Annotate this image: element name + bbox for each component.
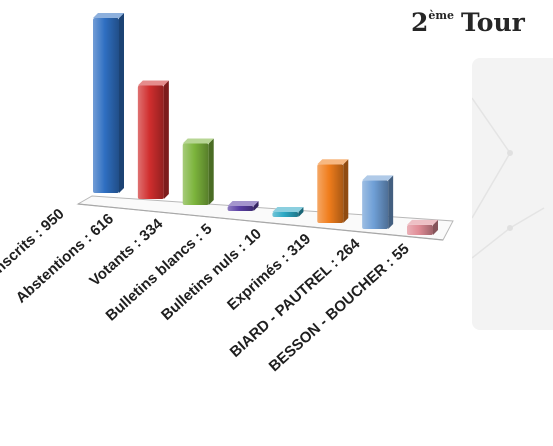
bar-5 bbox=[272, 207, 304, 217]
category-label: Abstentions : 616 bbox=[13, 210, 117, 306]
bar-front bbox=[317, 164, 344, 223]
bar-side bbox=[163, 80, 169, 199]
bar-front bbox=[182, 143, 209, 205]
bar-front bbox=[362, 180, 389, 229]
bar-side bbox=[208, 138, 214, 205]
bar-side bbox=[343, 159, 349, 223]
round-word: Tour bbox=[461, 8, 525, 37]
category-label: Bulletins nuls : 10 bbox=[158, 225, 265, 324]
bar-front bbox=[137, 85, 164, 199]
bar-3 bbox=[182, 138, 214, 205]
bar-6 bbox=[317, 159, 349, 223]
bar-top bbox=[362, 175, 394, 181]
bar-front bbox=[272, 212, 299, 217]
bar-top bbox=[93, 13, 124, 18]
bar-side bbox=[433, 219, 438, 235]
bar-top bbox=[137, 80, 169, 86]
bar-front bbox=[407, 224, 433, 235]
bar-4 bbox=[227, 201, 259, 211]
bar-side bbox=[298, 207, 304, 217]
decorative-panel bbox=[471, 58, 553, 330]
bar-top bbox=[407, 219, 438, 225]
bar-side bbox=[119, 13, 124, 193]
bar-2 bbox=[137, 80, 169, 199]
bar-top bbox=[227, 201, 259, 206]
network-pattern-icon bbox=[471, 97, 545, 259]
bar-top bbox=[317, 159, 349, 165]
bar-top bbox=[272, 207, 304, 212]
bar-8 bbox=[407, 219, 438, 235]
round-number: 2 bbox=[411, 8, 429, 37]
category-label: Bulletins blancs : 5 bbox=[103, 220, 216, 324]
round-title: 2ème Tour bbox=[411, 8, 525, 37]
bars-layer bbox=[93, 13, 438, 235]
bar-side bbox=[388, 175, 394, 229]
bar-1 bbox=[93, 13, 124, 193]
round-suffix: ème bbox=[428, 9, 455, 22]
bar-front bbox=[227, 206, 254, 211]
bar-top bbox=[182, 138, 214, 144]
bar-side bbox=[253, 201, 259, 211]
floor-front-edge bbox=[77, 203, 444, 241]
bar-7 bbox=[362, 175, 394, 229]
bar-front bbox=[93, 18, 119, 193]
